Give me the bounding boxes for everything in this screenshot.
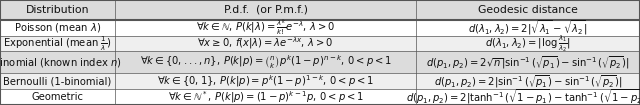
Text: $d(p_1, p_2) = 2|\sin^{-1}(\sqrt{p_1}) - \sin^{-1}(\sqrt{p_2})|$: $d(p_1, p_2) = 2|\sin^{-1}(\sqrt{p_1}) -… (434, 73, 622, 89)
Text: $\forall x \geq 0,\, f(x|\lambda) = \lambda e^{-\lambda x},\, \lambda > 0$: $\forall x \geq 0,\, f(x|\lambda) = \lam… (197, 36, 334, 51)
Bar (0, 36, 640, 51)
Text: $\forall k \in \mathbb{N},\, P(k|\lambda) = \frac{\lambda^k}{k!}e^{-\lambda},\, : $\forall k \in \mathbb{N},\, P(k|\lambda… (196, 18, 335, 37)
Bar (0, 0, 640, 20)
Text: $\forall k \in \mathbb{N}^*,\, P(k|p) = (1-p)^{k-1}p,\, 0 < p < 1$: $\forall k \in \mathbb{N}^*,\, P(k|p) = … (168, 89, 364, 105)
Text: Binomial (known index $n$): Binomial (known index $n$) (0, 56, 122, 69)
Text: $d(p_1, p_2) = 2\sqrt{n}|\sin^{-1}(\sqrt{p_1}) - \sin^{-1}(\sqrt{p_2})|$: $d(p_1, p_2) = 2\sqrt{n}|\sin^{-1}(\sqrt… (426, 54, 630, 71)
Bar (0, 89, 640, 105)
Text: Poisson (mean $\lambda$): Poisson (mean $\lambda$) (14, 21, 101, 34)
Text: Exponential (mean $\frac{1}{\lambda}$): Exponential (mean $\frac{1}{\lambda}$) (3, 34, 112, 53)
Text: $\forall k \in \{0,1\},\, P(k|p) = p^k(1-p)^{1-k},\, 0 < p < 1$: $\forall k \in \{0,1\},\, P(k|p) = p^k(1… (157, 73, 374, 89)
Text: $d(p_1, p_2) = 2|\tanh^{-1}(\sqrt{1-p_1}) - \tanh^{-1}(\sqrt{1-p_2})|$: $d(p_1, p_2) = 2|\tanh^{-1}(\sqrt{1-p_1}… (406, 88, 640, 105)
Text: $\forall k \in \{0,...,n\},\, P(k|p) = \binom{n}{k} p^k(1-p)^{n-k},\, 0 < p < 1$: $\forall k \in \{0,...,n\},\, P(k|p) = \… (140, 53, 392, 71)
Text: Distribution: Distribution (26, 5, 90, 15)
Text: Geodesic distance: Geodesic distance (478, 5, 578, 15)
Text: Bernoulli (1-binomial): Bernoulli (1-binomial) (3, 76, 112, 86)
Bar (0, 20, 640, 36)
Bar (0, 51, 640, 73)
Text: $d(\lambda_1, \lambda_2) = 2|\sqrt{\lambda_1} - \sqrt{\lambda_2}|$: $d(\lambda_1, \lambda_2) = 2|\sqrt{\lamb… (468, 18, 588, 37)
Bar (0, 73, 640, 89)
Text: P.d.f.  (or P.m.f.): P.d.f. (or P.m.f.) (223, 5, 308, 15)
Text: $d(\lambda_1, \lambda_2) = |\log \frac{\lambda_1}{\lambda_2}|$: $d(\lambda_1, \lambda_2) = |\log \frac{\… (485, 33, 571, 54)
Text: Geometric: Geometric (31, 92, 84, 102)
